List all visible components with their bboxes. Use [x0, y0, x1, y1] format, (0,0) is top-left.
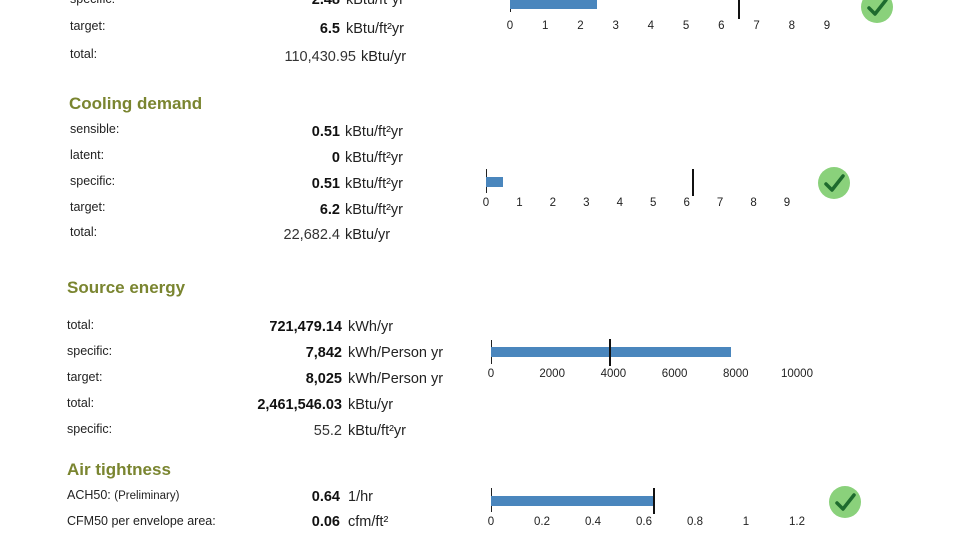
- source-tick-label: 4000: [600, 368, 627, 380]
- air-tick-label: 1.2: [789, 516, 805, 528]
- cooling-sensible-label: sensible:: [70, 122, 120, 136]
- ach50-label: ACH50: (Preliminary): [67, 488, 179, 502]
- check-icon: [861, 0, 893, 23]
- heating-target-label: target:: [70, 19, 106, 33]
- heating-tick-label: 9: [823, 20, 831, 32]
- cooling-tick-label: 5: [650, 197, 657, 209]
- heating-tick-label: 2: [577, 20, 584, 32]
- cooling-total-label: total:: [70, 225, 98, 239]
- heating-tick-label: 3: [612, 20, 619, 32]
- air-tick-label: 0: [487, 516, 495, 528]
- check-icon: [818, 167, 850, 199]
- source-total2-unit: kBtu/yr: [348, 397, 394, 413]
- source-total-value: 721,479.14: [269, 319, 342, 335]
- heating-specific-label: specific:: [70, 0, 115, 6]
- heating-total-value: 110,430.95: [284, 49, 357, 65]
- heating-tick-label: 1: [542, 20, 549, 32]
- source-target-unit: kWh/Person yr: [348, 371, 444, 387]
- cooling-total-unit: kBtu/yr: [345, 227, 391, 243]
- heating-target-unit: kBtu/ft²yr: [346, 21, 405, 37]
- heating-total-label: total:: [70, 47, 98, 61]
- cooling-tick-label: 9: [783, 197, 791, 209]
- ach50-label-text: ACH50:: [67, 488, 111, 502]
- source-total2-label: total:: [67, 396, 95, 410]
- source-tick-label: 8000: [723, 368, 749, 380]
- heating-tick-label: 5: [682, 20, 690, 32]
- source-specific2-unit: kBtu/ft²yr: [348, 423, 407, 439]
- air-tick-label: 0.6: [636, 516, 652, 528]
- cooling-tick-label: 2: [549, 197, 557, 209]
- cfm50-value: 0.06: [311, 514, 340, 530]
- source-tick-label: 0: [487, 368, 495, 380]
- air-tick-label: 1: [742, 516, 750, 528]
- source-target-marker: [609, 339, 612, 366]
- heating-tick-label: 8: [788, 20, 795, 32]
- cooling-target-label: target:: [70, 200, 106, 214]
- cooling-specific-label: specific:: [70, 174, 116, 188]
- source-target-label: target:: [67, 370, 103, 384]
- cooling-tick-label: 7: [716, 197, 724, 209]
- cooling-value-bar: [486, 177, 504, 187]
- cooling-tick-label: 0: [482, 197, 490, 209]
- source-tick-label: 10000: [781, 368, 813, 380]
- source-specific-label: specific:: [67, 344, 113, 358]
- heating-target-marker: [737, 0, 740, 19]
- ach50-preliminary-note: (Preliminary): [114, 490, 180, 502]
- heating-tick-label: 6: [718, 20, 725, 32]
- cooling-sensible-value: 0.51: [311, 124, 340, 140]
- source-specific-value: 7,842: [305, 345, 342, 361]
- check-icon: [829, 486, 861, 518]
- air-tick-label: 0.2: [534, 516, 550, 528]
- ach50-value: 0.64: [311, 489, 340, 505]
- cfm50-unit: cfm/ft²: [348, 514, 389, 530]
- source-tick-label: 2000: [539, 368, 565, 380]
- cooling-tick-label: 6: [683, 197, 690, 209]
- air-target-marker: [653, 488, 656, 514]
- air-value-bar: [491, 496, 655, 506]
- air-tightness-heading: Air tightness: [67, 460, 171, 479]
- cfm50-label: CFM50 per envelope area:: [67, 514, 216, 528]
- heating-value-bar: [510, 0, 598, 9]
- heating-tick-label: 4: [647, 20, 655, 32]
- cooling-demand-heading: Cooling demand: [69, 94, 203, 113]
- cooling-latent-value: 0: [331, 150, 340, 166]
- cooling-sensible-unit: kBtu/ft²yr: [345, 124, 404, 140]
- source-specific2-label: specific:: [67, 422, 113, 436]
- cooling-target-unit: kBtu/ft²yr: [345, 202, 404, 218]
- cooling-target-value: 6.2: [319, 202, 340, 218]
- source-total2-value: 2,461,546.03: [257, 397, 342, 413]
- cooling-latent-label: latent:: [70, 148, 105, 162]
- source-specific-unit: kWh/Person yr: [348, 345, 444, 361]
- heating-specific-unit: kBtu/ft²yr: [346, 0, 405, 8]
- heating-total-unit: kBtu/yr: [361, 49, 407, 65]
- cooling-total-value: 22,682.4: [283, 227, 340, 243]
- heating-specific-value: 2.48: [311, 0, 340, 8]
- heating-tick-label: 0: [506, 20, 514, 32]
- cooling-latent-unit: kBtu/ft²yr: [345, 150, 404, 166]
- heating-target-value: 6.5: [319, 21, 340, 37]
- source-tick-label: 6000: [661, 368, 688, 380]
- source-total-unit: kWh/yr: [348, 319, 394, 335]
- heating-tick-label: 7: [753, 20, 760, 32]
- cooling-tick-label: 8: [750, 197, 757, 209]
- ach50-unit: 1/hr: [348, 489, 373, 505]
- cooling-tick-label: 1: [516, 197, 523, 209]
- cooling-specific-unit: kBtu/ft²yr: [345, 176, 404, 192]
- cooling-tick-label: 4: [616, 197, 623, 209]
- source-total-label: total:: [67, 318, 95, 332]
- air-tick-label: 0.4: [585, 516, 601, 528]
- air-tick-label: 0.8: [687, 516, 703, 528]
- source-specific2-value: 55.2: [313, 423, 342, 439]
- source-energy-heading: Source energy: [67, 278, 186, 297]
- cooling-specific-value: 0.51: [311, 176, 340, 192]
- cooling-target-marker: [692, 169, 695, 196]
- cooling-tick-label: 3: [583, 197, 590, 209]
- source-target-value: 8,025: [305, 371, 342, 387]
